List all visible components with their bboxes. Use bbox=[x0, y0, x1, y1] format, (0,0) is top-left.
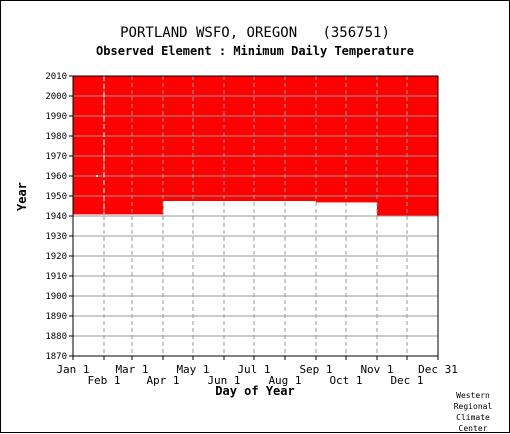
y-tick-label: 2000 bbox=[45, 92, 67, 102]
credit-line: Climate bbox=[456, 413, 490, 422]
y-tick-label: 1900 bbox=[45, 292, 67, 302]
x-tick-label: Oct 1 bbox=[329, 374, 362, 387]
y-tick-label: 1870 bbox=[45, 352, 67, 362]
x-tick-label: Nov 1 bbox=[360, 363, 393, 376]
y-tick-label: 1950 bbox=[45, 192, 67, 202]
credit-line: Regional bbox=[453, 402, 493, 411]
x-tick-label: Mar 1 bbox=[115, 363, 148, 376]
y-tick-label: 1980 bbox=[45, 132, 67, 142]
coverage-bar bbox=[163, 76, 317, 201]
x-tick-label: Jan 1 bbox=[56, 363, 89, 376]
data-gap-point bbox=[96, 175, 98, 177]
coverage-bar bbox=[316, 76, 378, 203]
y-tick-label: 1990 bbox=[45, 112, 67, 122]
coverage-bar bbox=[377, 76, 439, 216]
station-name: PORTLAND WSFO, OREGON bbox=[120, 25, 298, 41]
x-tick-label: Sep 1 bbox=[299, 363, 332, 376]
y-tick-label: 1880 bbox=[45, 332, 67, 342]
y-tick-label: 2010 bbox=[45, 72, 67, 82]
x-tick-label: Jul 1 bbox=[237, 363, 270, 376]
y-tick-label: 1930 bbox=[45, 232, 67, 242]
chart-title: PORTLAND WSFO, OREGON (356751) bbox=[1, 25, 509, 41]
credit-line: Western bbox=[456, 391, 490, 400]
coverage-bar bbox=[73, 76, 133, 215]
coverage-bar bbox=[132, 76, 164, 215]
x-tick-label: Apr 1 bbox=[146, 374, 179, 387]
y-axis-label: Year bbox=[15, 182, 29, 211]
y-tick-label: 1890 bbox=[45, 312, 67, 322]
wrcc-credit: Western Regional Climate Center bbox=[449, 390, 497, 434]
credit-line: Center bbox=[458, 424, 488, 433]
x-tick-label: Dec 31 bbox=[418, 363, 458, 376]
y-tick-label: 1970 bbox=[45, 152, 67, 162]
y-tick-label: 1940 bbox=[45, 212, 67, 222]
station-id: (356751) bbox=[322, 25, 390, 41]
chart-subtitle: Observed Element : Minimum Daily Tempera… bbox=[96, 44, 414, 58]
x-tick-label: Aug 1 bbox=[268, 374, 301, 387]
x-tick-label: Jun 1 bbox=[207, 374, 240, 387]
y-tick-label: 1960 bbox=[45, 172, 67, 182]
x-tick-label: Feb 1 bbox=[87, 374, 120, 387]
x-tick-label: Dec 1 bbox=[390, 374, 423, 387]
y-tick-label: 1910 bbox=[45, 272, 67, 282]
x-tick-label: May 1 bbox=[176, 363, 209, 376]
x-axis-label: Day of Year bbox=[215, 384, 295, 398]
y-tick-label: 1920 bbox=[45, 252, 67, 262]
